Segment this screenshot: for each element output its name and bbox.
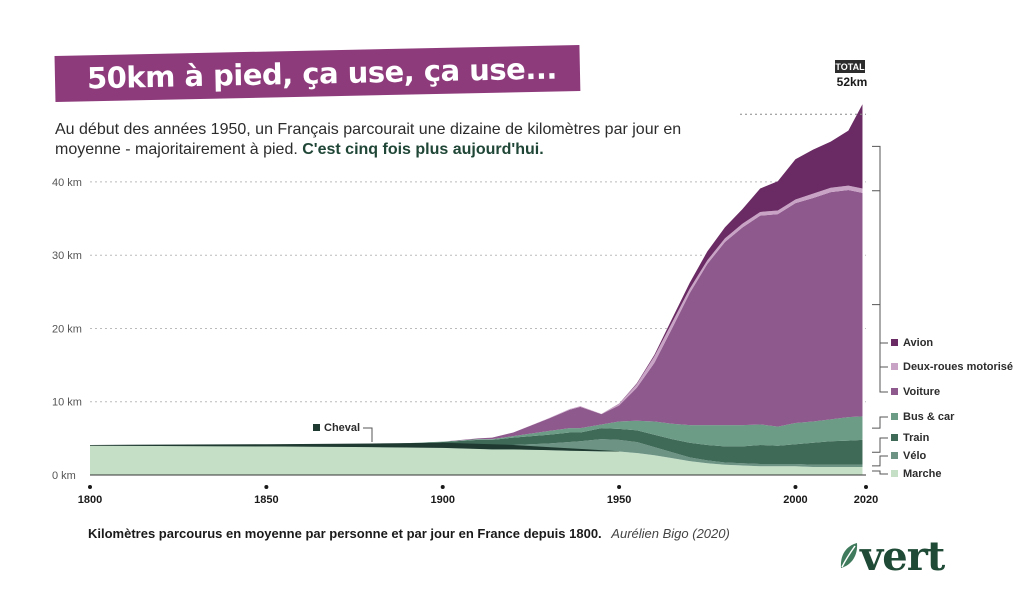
legend-swatch-cheval bbox=[313, 424, 320, 431]
x-tick-label: 1950 bbox=[607, 494, 631, 506]
legend-swatch-avion bbox=[891, 339, 898, 346]
legend-swatch-deux-roues-motoris- bbox=[891, 363, 898, 370]
legend-label-deux-roues-motoris-: Deux-roues motorisé bbox=[903, 361, 1013, 373]
leader-train bbox=[872, 437, 888, 453]
total-badge-label: TOTAL bbox=[835, 62, 865, 72]
legend-label-voiture: Voiture bbox=[903, 386, 940, 398]
x-tick-label: 2000 bbox=[783, 494, 807, 506]
subtitle-plain: Au début des années 1950, un Français pa… bbox=[55, 121, 682, 158]
leader-deux-roues-motoris- bbox=[872, 190, 888, 368]
area-voiture bbox=[90, 189, 863, 446]
legend-label-train: Train bbox=[903, 432, 930, 444]
area-v-lo bbox=[90, 439, 863, 467]
y-tick-label: 0 km bbox=[52, 470, 76, 482]
x-tick-dot bbox=[88, 485, 92, 489]
legend-label-marche: Marche bbox=[903, 468, 942, 480]
leader-voiture bbox=[872, 304, 888, 393]
area-bus-car bbox=[90, 416, 863, 447]
y-tick-label: 10 km bbox=[52, 397, 82, 409]
total-badge bbox=[835, 60, 865, 73]
y-tick-label: 40 km bbox=[52, 177, 82, 189]
leaf-icon bbox=[840, 543, 858, 568]
legend-swatch-train bbox=[891, 434, 898, 441]
logo-text: vert bbox=[860, 532, 945, 580]
annotation-leader-cheval bbox=[363, 427, 373, 442]
area-marche bbox=[90, 445, 863, 475]
x-tick-dot bbox=[440, 485, 445, 489]
vert-logo: vert bbox=[838, 532, 945, 580]
y-tick-label: 30 km bbox=[52, 250, 82, 262]
x-tick-label: 1850 bbox=[254, 494, 278, 506]
area-train bbox=[90, 428, 863, 465]
x-tick-label: 1900 bbox=[430, 494, 454, 506]
caption-credit: Aurélien Bigo (2020) bbox=[611, 526, 730, 541]
legend-label-v-lo: Vélo bbox=[903, 450, 927, 462]
x-tick-label: 2020 bbox=[854, 494, 878, 506]
y-tick-label: 20 km bbox=[52, 323, 82, 335]
subtitle: Au début des années 1950, un Français pa… bbox=[55, 120, 695, 160]
x-tick-label: 1800 bbox=[78, 494, 102, 506]
caption-text: Kilomètres parcourus en moyenne par pers… bbox=[88, 526, 602, 541]
area-cheval bbox=[90, 442, 620, 452]
legend-swatch-voiture bbox=[891, 388, 898, 395]
leader-bus-car bbox=[872, 416, 888, 429]
leader-marche bbox=[872, 470, 888, 475]
subtitle-bold: C'est cinq fois plus aujourd'hui. bbox=[302, 141, 544, 158]
x-tick-dot bbox=[793, 485, 798, 489]
total-value: 52km bbox=[837, 75, 868, 89]
legend-swatch-marche bbox=[891, 470, 898, 477]
x-tick-dot bbox=[617, 485, 622, 489]
x-tick-dot bbox=[264, 485, 269, 489]
legend-label-avion: Avion bbox=[903, 337, 933, 349]
chart-caption: Kilomètres parcourus en moyenne par pers… bbox=[88, 526, 730, 541]
annotation-cheval: Cheval bbox=[324, 422, 360, 434]
legend-swatch-bus-car bbox=[891, 413, 898, 420]
leader-v-lo bbox=[872, 455, 888, 467]
legend-label-bus-car: Bus & car bbox=[903, 411, 955, 423]
x-tick-dot bbox=[864, 485, 868, 489]
legend-swatch-v-lo bbox=[891, 452, 898, 459]
